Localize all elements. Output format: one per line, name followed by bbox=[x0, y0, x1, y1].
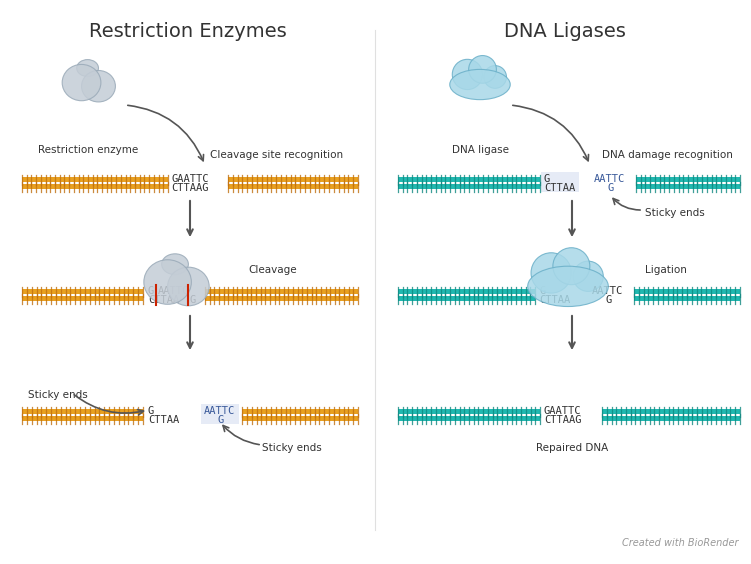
Text: Ligation: Ligation bbox=[645, 265, 687, 275]
Text: CTTAA: CTTAA bbox=[544, 183, 575, 193]
Bar bbox=[22, 416, 143, 421]
Bar bbox=[228, 177, 358, 182]
Ellipse shape bbox=[144, 260, 192, 305]
Bar bbox=[22, 184, 168, 189]
Ellipse shape bbox=[82, 70, 116, 102]
Bar bbox=[636, 177, 740, 182]
Text: GAATTC: GAATTC bbox=[544, 406, 581, 416]
Text: AATTC: AATTC bbox=[594, 174, 626, 184]
Text: CTTAA: CTTAA bbox=[148, 415, 179, 425]
Text: G: G bbox=[190, 295, 196, 305]
Circle shape bbox=[469, 55, 496, 83]
Bar bbox=[602, 409, 740, 414]
Circle shape bbox=[484, 65, 506, 89]
Bar bbox=[242, 409, 358, 414]
Text: Sticky ends: Sticky ends bbox=[28, 390, 88, 400]
Text: Restriction Enzymes: Restriction Enzymes bbox=[89, 22, 287, 41]
Ellipse shape bbox=[161, 254, 189, 275]
Text: CTTAA: CTTAA bbox=[539, 295, 570, 305]
Text: CTTAA: CTTAA bbox=[148, 295, 179, 305]
Text: Sticky ends: Sticky ends bbox=[262, 443, 321, 453]
Text: Cleavage: Cleavage bbox=[248, 265, 297, 275]
Ellipse shape bbox=[167, 267, 210, 306]
Ellipse shape bbox=[450, 69, 510, 100]
Circle shape bbox=[452, 59, 483, 90]
Text: Created with BioRender: Created with BioRender bbox=[622, 538, 738, 548]
Ellipse shape bbox=[62, 64, 101, 101]
Text: AATTC: AATTC bbox=[204, 406, 235, 416]
Text: GAATTC: GAATTC bbox=[171, 174, 209, 184]
Circle shape bbox=[531, 253, 572, 293]
Bar bbox=[398, 177, 540, 182]
Bar bbox=[602, 416, 740, 421]
Bar bbox=[22, 177, 168, 182]
Text: CTTAAG: CTTAAG bbox=[544, 415, 581, 425]
Text: G: G bbox=[148, 406, 154, 416]
Bar bbox=[398, 289, 535, 294]
Bar bbox=[398, 296, 535, 301]
Text: G: G bbox=[148, 286, 154, 296]
Bar bbox=[22, 409, 143, 414]
Text: G: G bbox=[539, 286, 545, 296]
Text: G: G bbox=[608, 183, 614, 193]
Circle shape bbox=[553, 248, 590, 285]
Bar bbox=[22, 296, 143, 301]
Text: G: G bbox=[606, 295, 612, 305]
Bar bbox=[398, 409, 540, 414]
Circle shape bbox=[573, 261, 603, 292]
FancyBboxPatch shape bbox=[201, 404, 239, 424]
FancyBboxPatch shape bbox=[541, 172, 579, 192]
Text: Repaired DNA: Repaired DNA bbox=[536, 443, 608, 453]
Bar bbox=[398, 184, 540, 189]
Text: AATTC: AATTC bbox=[158, 286, 189, 296]
Bar bbox=[242, 416, 358, 421]
Bar bbox=[634, 289, 740, 294]
Text: DNA damage recognition: DNA damage recognition bbox=[602, 150, 733, 160]
Bar bbox=[22, 289, 143, 294]
Text: Restriction enzyme: Restriction enzyme bbox=[38, 145, 138, 155]
Text: Cleavage site recognition: Cleavage site recognition bbox=[210, 150, 343, 160]
Bar bbox=[228, 184, 358, 189]
Text: Sticky ends: Sticky ends bbox=[645, 208, 704, 218]
Ellipse shape bbox=[77, 60, 98, 77]
Bar bbox=[636, 184, 740, 189]
Bar bbox=[205, 296, 358, 301]
Text: CTTAAG: CTTAAG bbox=[171, 183, 209, 193]
Text: DNA Ligases: DNA Ligases bbox=[504, 22, 626, 41]
Text: G: G bbox=[544, 174, 550, 184]
Text: DNA ligase: DNA ligase bbox=[451, 145, 508, 155]
Ellipse shape bbox=[528, 266, 608, 306]
Text: AATTC: AATTC bbox=[592, 286, 623, 296]
Bar bbox=[398, 416, 540, 421]
Bar bbox=[634, 296, 740, 301]
Text: G: G bbox=[218, 415, 225, 425]
Bar bbox=[205, 289, 358, 294]
